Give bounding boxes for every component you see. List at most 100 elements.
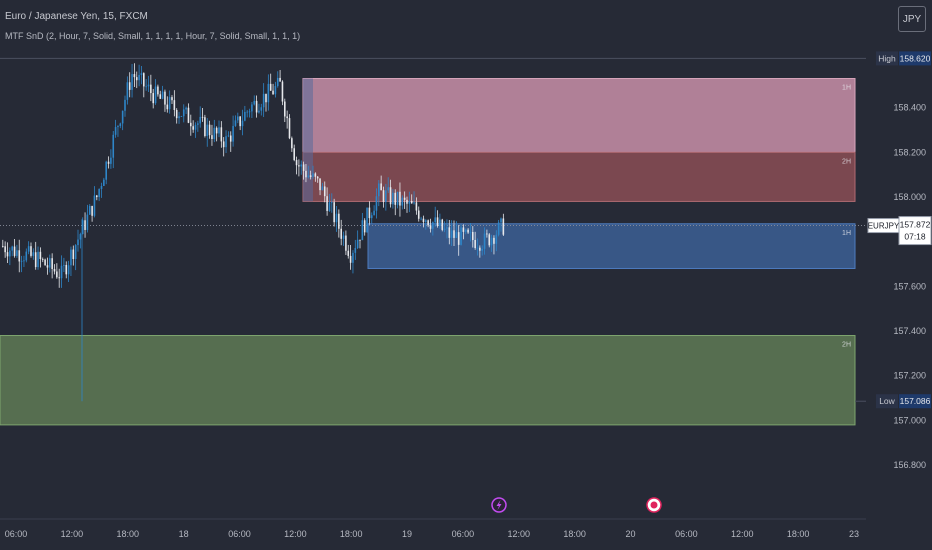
candle-body (500, 218, 502, 223)
candle-body (135, 77, 138, 81)
candle-body (502, 218, 505, 235)
candle-body (93, 195, 96, 216)
candle-body (479, 247, 481, 251)
x-tick-label: 12:00 (731, 529, 754, 539)
candle-body (192, 126, 194, 130)
candle-body (448, 227, 451, 238)
candle-body (23, 260, 25, 262)
symbol-tag: EURJPY (868, 222, 900, 231)
high-value-box (899, 51, 931, 66)
candle-body (234, 120, 237, 126)
candle-body (143, 73, 145, 87)
candle-body (462, 227, 465, 232)
candle-body (401, 197, 404, 206)
candle-body (211, 135, 213, 140)
candle-body (375, 196, 378, 211)
candle-body (105, 161, 107, 180)
candle-body (128, 82, 131, 90)
y-tick-label: 158.000 (893, 192, 926, 202)
candle-body (302, 164, 305, 171)
y-tick-label: 157.000 (893, 415, 926, 425)
candle-body (138, 74, 140, 81)
zone-label: 2H (842, 158, 851, 165)
candle-body (197, 123, 199, 125)
last-price-box (898, 216, 932, 246)
candle-body (434, 217, 436, 223)
candle-body (237, 116, 239, 121)
candle-body (293, 148, 295, 161)
low-value-box (899, 394, 931, 409)
x-tick-label: 06:00 (228, 529, 251, 539)
candle-body (161, 91, 164, 99)
candle-body (30, 246, 32, 256)
candle-body (387, 187, 389, 191)
candle-body (415, 202, 418, 211)
candle-body (164, 91, 166, 105)
candle-body (295, 160, 298, 166)
zone-label: 2H (842, 342, 851, 349)
candle-body (486, 233, 488, 235)
candle-body (145, 86, 147, 88)
candle-body (81, 220, 84, 235)
candle-body (392, 192, 394, 205)
candle-body (460, 227, 462, 245)
candle-body (394, 192, 397, 205)
candle-body (323, 186, 326, 197)
lightning-icon[interactable] (491, 497, 507, 513)
x-tick-label: 06:00 (5, 529, 28, 539)
indicator-title[interactable]: MTF SnD (2, Hour, 7, Solid, Small, 1, 1,… (5, 31, 301, 41)
candle-body (443, 228, 446, 230)
candle-body (309, 175, 312, 177)
x-tick-label: 06:00 (675, 529, 698, 539)
candle-body (286, 116, 288, 119)
candle-body (51, 258, 53, 270)
candle-body (124, 99, 126, 111)
candle-body (225, 136, 227, 148)
candle-body (232, 125, 234, 142)
candle-body (331, 202, 333, 203)
candle-body (201, 116, 204, 118)
candle-body (182, 109, 185, 117)
candle-body (107, 161, 110, 164)
candle-body (41, 259, 44, 260)
candle-body (131, 74, 133, 90)
candle-body (258, 110, 260, 113)
candle-body (20, 260, 23, 262)
high-value: 158.620 (900, 53, 931, 63)
candle-body (178, 116, 180, 119)
candle-body (417, 210, 420, 219)
y-tick-label: 156.800 (893, 460, 926, 470)
candle-body (2, 246, 4, 247)
x-axis[interactable]: 06:00 12:00 18:00 18 06:00 12:00 18:00 19 06:00 1… (0, 518, 866, 539)
y-axis[interactable]: 158.400 158.200 158.000 157.600 157.400 157.2… (867, 0, 932, 550)
candle-body (276, 77, 279, 87)
candle-body (239, 116, 241, 127)
x-tick-label: 12:00 (284, 529, 307, 539)
record-icon[interactable] (646, 497, 662, 513)
candle-body (103, 179, 105, 186)
candle-body (168, 97, 171, 110)
currency-badge[interactable]: JPY (898, 6, 926, 32)
candle-body (244, 111, 246, 121)
candle-body (359, 239, 361, 241)
candle-body (441, 219, 444, 230)
candle-body (121, 110, 124, 124)
candle-body (464, 229, 467, 232)
x-tick-label: 19 (402, 529, 412, 539)
candle-body (187, 107, 190, 123)
candle-body (483, 233, 486, 249)
events-layer[interactable] (491, 497, 662, 513)
candle-body (403, 197, 406, 200)
candle-body (227, 135, 230, 137)
candle-body (84, 220, 86, 230)
candle-body (305, 170, 307, 178)
candle-body (356, 239, 359, 248)
candle-body (173, 100, 176, 110)
candle-body (65, 264, 68, 275)
candle-body (175, 109, 178, 119)
candle-body (49, 258, 51, 268)
candle-body (272, 90, 274, 95)
candle-body (408, 201, 411, 204)
